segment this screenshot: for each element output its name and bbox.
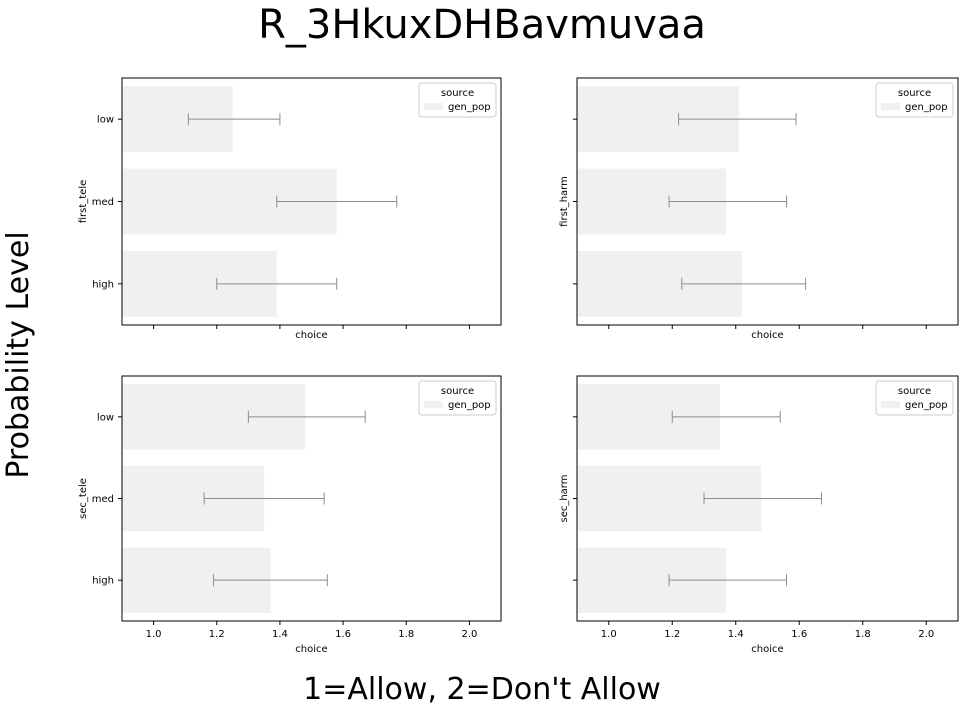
error-bar-med <box>203 492 325 505</box>
legend: source gen_pop <box>418 380 497 416</box>
error-bar-low <box>247 410 366 423</box>
legend-title: source <box>441 88 474 99</box>
figure-x-label: 1=Allow, 2=Don't Allow <box>303 672 661 707</box>
y-axis-label: first_tele <box>78 180 89 224</box>
legend-entry: gen_pop <box>905 102 948 113</box>
legend-entry: gen_pop <box>905 400 948 411</box>
legend: source gen_pop <box>875 82 954 118</box>
y-tick-label-med: med <box>92 494 114 505</box>
legend-swatch <box>424 401 443 408</box>
x-tick-label: 1.6 <box>335 629 351 640</box>
legend-title: source <box>898 88 931 99</box>
x-tick-label: 1.8 <box>855 629 871 640</box>
legend-swatch <box>424 103 443 110</box>
legend-swatch <box>881 103 900 110</box>
x-tick-label: 1.0 <box>146 629 162 640</box>
y-tick-label-high: high <box>92 576 114 587</box>
error-bar-low <box>671 410 781 423</box>
figure-title: R_3HkuxDHBavmuvaa <box>258 2 706 48</box>
error-bar-med <box>668 195 788 208</box>
error-bar-med <box>703 492 822 505</box>
x-tick-label: 1.8 <box>398 629 414 640</box>
error-bar-high <box>681 277 807 290</box>
legend: source gen_pop <box>875 380 954 416</box>
y-tick-label-low: low <box>97 412 114 423</box>
x-tick-label: 1.2 <box>664 629 680 640</box>
legend-entry: gen_pop <box>448 400 491 411</box>
y-tick-label-high: high <box>92 279 114 290</box>
subplot-first-tele: low med high choice first_tele source gen_pop <box>78 77 502 341</box>
x-tick-label: 1.4 <box>728 629 744 640</box>
error-bar-low <box>678 113 797 126</box>
subplot-sec-harm: 1.0 1.2 1.4 1.6 1.8 2.0 choice sec_harm source ge… <box>559 375 959 655</box>
axes-frame <box>576 77 959 326</box>
x-tick-label: 2.0 <box>461 629 477 640</box>
legend-entry: gen_pop <box>448 102 491 113</box>
x-axis-label: choice <box>751 330 783 341</box>
legend-swatch <box>881 401 900 408</box>
x-tick-label: 1.0 <box>601 629 617 640</box>
axes-frame <box>576 375 959 622</box>
x-axis-label: choice <box>295 644 327 655</box>
y-axis-label: sec_tele <box>78 478 89 519</box>
y-axis-label: first_harm <box>559 176 570 227</box>
legend-title: source <box>441 386 474 397</box>
y-tick-label-low: low <box>97 115 114 126</box>
x-axis-label: choice <box>295 330 327 341</box>
x-tick-label: 1.6 <box>791 629 807 640</box>
error-bar-med <box>276 195 398 208</box>
error-bar-high <box>213 574 328 587</box>
y-tick-label-med: med <box>92 197 114 208</box>
axes-frame <box>121 375 502 622</box>
subplot-sec-tele: low med high 1.0 1.2 1.4 1.6 1.8 2.0 choice sec_te… <box>78 375 502 655</box>
x-tick-label: 1.4 <box>272 629 288 640</box>
axes-frame <box>121 77 502 326</box>
legend: source gen_pop <box>418 82 497 118</box>
x-axis-label: choice <box>751 644 783 655</box>
error-bar-low <box>187 113 281 126</box>
x-tick-label: 2.0 <box>918 629 934 640</box>
x-tick-label: 1.2 <box>209 629 225 640</box>
y-axis-label: sec_harm <box>559 474 570 522</box>
error-bar-high <box>668 574 788 587</box>
legend-title: source <box>898 386 931 397</box>
subplot-first-harm: choice first_harm source gen_pop <box>559 77 959 341</box>
error-bar-high <box>216 277 338 290</box>
